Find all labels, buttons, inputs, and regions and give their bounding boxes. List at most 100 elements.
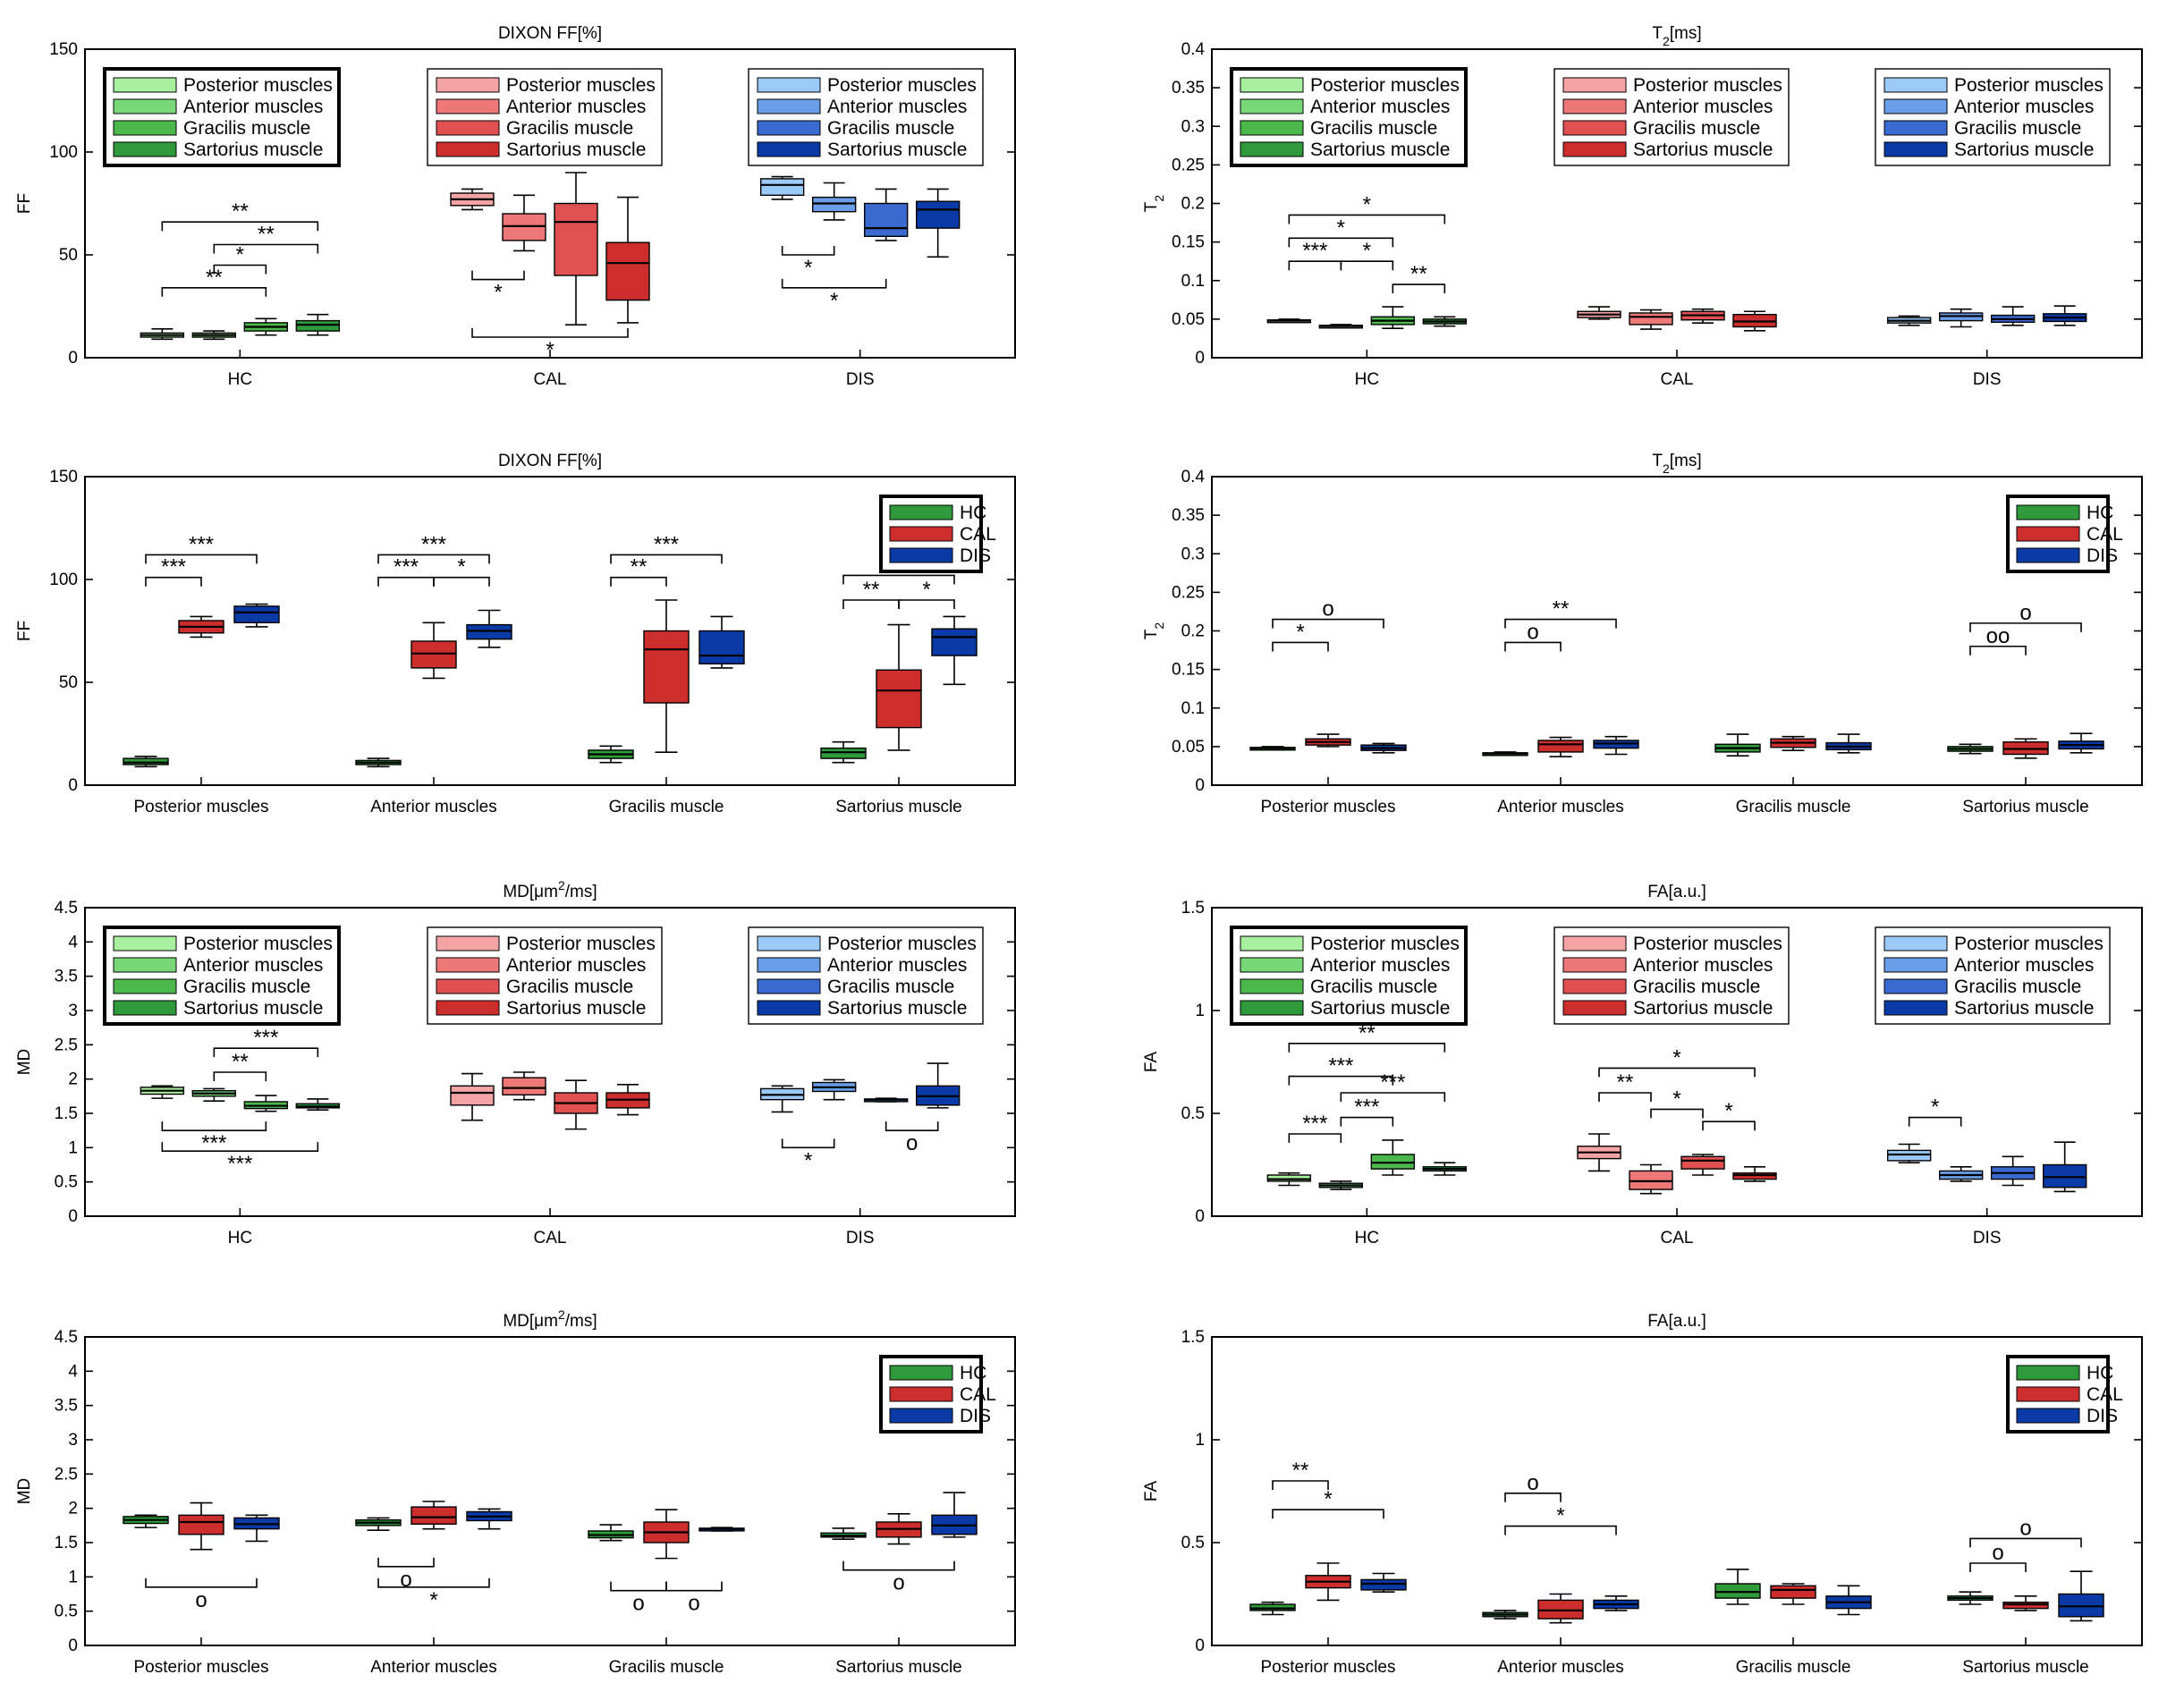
y-tick-label: 0: [1195, 776, 1205, 795]
significance-bracket: **: [213, 1050, 267, 1081]
y-tick-label: 0: [1195, 1207, 1205, 1226]
bracket-line: [1288, 1075, 1394, 1086]
significance-bracket: *: [1702, 1099, 1756, 1131]
y-tick-label: 4.5: [55, 1328, 78, 1347]
panel-title: FA[a.u.]: [1647, 1312, 1706, 1331]
significance-bracket: *: [1908, 1095, 1962, 1127]
axes-frame: [84, 476, 1016, 786]
box-3-0: [820, 1527, 867, 1540]
box-2-2: [1990, 1155, 2036, 1187]
legend-swatch: [889, 1386, 953, 1402]
box-0-2: [1360, 1572, 1407, 1593]
box-2-1: [1938, 308, 1984, 328]
y-tick-label: 0.1: [1181, 699, 1205, 718]
bracket-line: [213, 243, 319, 254]
x-tick-label: CAL: [534, 370, 567, 389]
significance-bracket: o: [1504, 620, 1562, 652]
axes-frame: [1211, 1336, 2143, 1646]
significance-bracket: *: [1288, 192, 1446, 224]
significance-label: ***: [161, 555, 186, 579]
bracket-line: [213, 1047, 319, 1058]
legend-swatch: [757, 957, 821, 973]
y-tick-label: 0.5: [55, 1173, 78, 1192]
significance-bracket: o: [1969, 601, 2082, 632]
significance-label: *: [804, 256, 812, 280]
significance-label: o: [1992, 1541, 2003, 1565]
box-iqr: [2042, 1163, 2087, 1188]
legend-swatch: [757, 141, 821, 157]
significance-label: ***: [1302, 1112, 1327, 1136]
box-1-1: [1629, 309, 1673, 330]
significance-bracket: ***: [1340, 1095, 1394, 1127]
legend-label: DIS: [960, 545, 991, 566]
legend-swatch: [436, 77, 500, 93]
box-iqr: [1770, 1585, 1816, 1599]
significance-label: *: [1672, 1087, 1680, 1111]
legend-label: Anterior muscles: [183, 97, 323, 117]
y-tick-label: 0: [68, 1207, 78, 1226]
y-tick-label: 150: [49, 40, 78, 59]
significance-bracket: o: [842, 1560, 955, 1595]
y-tick-label: 50: [59, 673, 78, 692]
box-3-2: [931, 615, 978, 686]
box-1-1: [1537, 736, 1584, 757]
significance-label: ***: [654, 532, 679, 556]
legend-swatch: [2016, 1408, 2080, 1424]
legend-label: Sartorius muscle: [1310, 998, 1450, 1019]
significance-bracket: *: [1272, 1487, 1384, 1519]
bracket-line: [781, 278, 887, 289]
y-tick-label: 100: [49, 571, 78, 589]
legend-label: Sartorius muscle: [1633, 998, 1773, 1019]
significance-bracket: ***: [161, 1142, 319, 1176]
box-iqr: [1249, 1603, 1296, 1611]
significance-label: ***: [227, 1152, 252, 1176]
significance-label: *: [1931, 1095, 1939, 1120]
y-tick-label: 0.1: [1181, 272, 1205, 291]
significance-label: o: [632, 1592, 644, 1616]
box-0-2: [233, 603, 280, 628]
box-2-2: [863, 1097, 909, 1103]
legend-label: HC: [960, 1363, 986, 1383]
box-3-2: [2058, 732, 2104, 754]
y-tick-label: 0: [68, 349, 78, 368]
box-1-1: [1537, 1593, 1584, 1624]
legend-swatch: [1562, 98, 1627, 114]
legend-label: Anterior muscles: [1310, 97, 1450, 117]
significance-bracket: ***: [1288, 1054, 1394, 1086]
box-2-1: [811, 182, 857, 221]
bracket-line: [610, 554, 723, 564]
bracket-line: [1969, 645, 2027, 655]
significance-label: **: [863, 578, 880, 602]
x-tick-label: CAL: [534, 1229, 567, 1247]
legend-swatch: [113, 957, 177, 973]
legend-swatch: [889, 526, 953, 542]
bracket-line: [1272, 1509, 1384, 1519]
legend-label: Sartorius muscle: [1633, 140, 1773, 160]
legend-label: Anterior muscles: [1633, 955, 1773, 976]
box-1-0: [355, 1517, 402, 1531]
significance-bracket: ***: [1288, 1112, 1342, 1143]
legend-swatch: [113, 98, 177, 114]
legend-swatch: [2016, 1365, 2080, 1381]
significance-bracket: *: [1272, 620, 1329, 652]
box-1-0: [450, 188, 495, 211]
legend-label: Posterior muscles: [827, 75, 977, 96]
box-1-2: [1680, 1154, 1725, 1176]
box-1-0: [1577, 1133, 1621, 1172]
box-0-3: [1422, 316, 1468, 327]
legend-swatch: [1240, 957, 1304, 973]
bracket-line: [377, 1577, 490, 1588]
box-iqr: [2002, 1601, 2049, 1610]
y-tick-label: 150: [49, 468, 78, 486]
significance-label: **: [206, 266, 223, 290]
y-tick-label: 3: [68, 1002, 78, 1020]
legend-label: DIS: [960, 1406, 991, 1426]
y-tick-label: 3.5: [55, 1397, 78, 1416]
panel-p3: DIXON FF[%] FF 0 50 100 150 Posterior muscles A…: [15, 452, 1016, 816]
x-tick-label: CAL: [1661, 1229, 1694, 1247]
significance-bracket: o: [1969, 1516, 2082, 1548]
panel-title: DIXON FF[%]: [498, 452, 602, 470]
box-1-3: [605, 196, 650, 324]
